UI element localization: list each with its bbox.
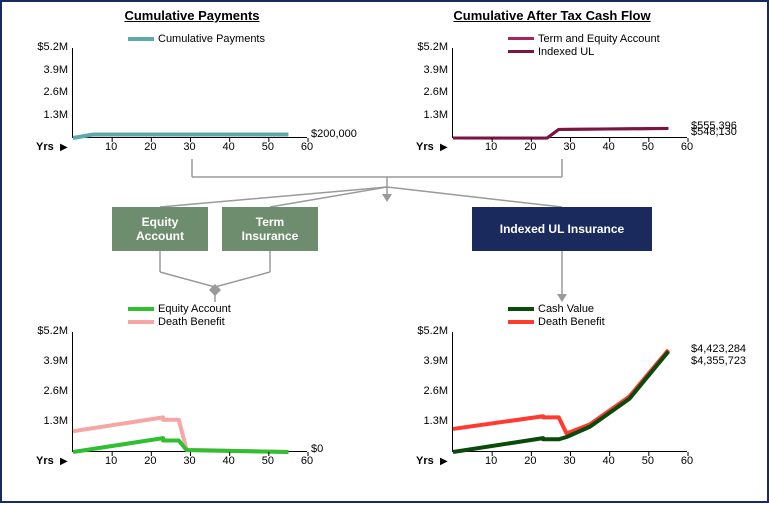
x-tick-label: 20 [520, 455, 540, 467]
legend-label: Death Benefit [538, 316, 605, 328]
legend: Equity Account Death Benefit [128, 302, 231, 328]
legend-label: Cash Value [538, 303, 594, 315]
axis-arrow-icon: ▶ [60, 456, 68, 467]
y-tick-label: 1.3M [24, 415, 68, 427]
y-tick-label: 1.3M [404, 415, 448, 427]
equity-account-box: Equity Account [112, 207, 208, 251]
chart-cashvalue-death: Cash Value Death Benefit Yrs ▶ 1.3M 2.6M 3… [402, 302, 754, 477]
chart-svg [453, 332, 688, 452]
x-tick-label: 40 [599, 455, 619, 467]
x-tick-label: 50 [258, 455, 278, 467]
plot-area [72, 332, 307, 452]
y-tick-label: $5.2M [404, 325, 448, 337]
yrs-label: Yrs [36, 455, 54, 467]
y-tick-label: $5.2M [24, 325, 68, 337]
y-tick-label: 3.9M [24, 355, 68, 367]
legend-item: Cash Value [508, 302, 605, 315]
x-tick-label: 60 [297, 455, 317, 467]
legend-label: Equity Account [158, 303, 231, 315]
chart-equity-death: Equity Account Death Benefit Yrs ▶ 1.3M 2… [22, 302, 362, 477]
x-tick-label: 10 [101, 455, 121, 467]
y-tick-label: 3.9M [404, 355, 448, 367]
axis-arrow-icon: ▶ [440, 456, 448, 467]
legend-swatch [128, 307, 154, 311]
legend-label: Death Benefit [158, 316, 225, 328]
end-value-label: $0 [311, 443, 323, 455]
legend-swatch [508, 320, 534, 324]
x-tick-label: 20 [140, 455, 160, 467]
y-tick-label: 2.6M [404, 385, 448, 397]
term-insurance-box: Term Insurance [222, 207, 318, 251]
legend-item: Death Benefit [508, 315, 605, 328]
legend-item: Equity Account [128, 302, 231, 315]
indexed-ul-box: Indexed UL Insurance [472, 207, 652, 251]
end-value-label: $4,355,723 [691, 355, 746, 367]
x-tick-label: 40 [219, 455, 239, 467]
legend-swatch [128, 320, 154, 324]
x-tick-label: 30 [180, 455, 200, 467]
legend: Cash Value Death Benefit [508, 302, 605, 328]
x-tick-label: 60 [677, 455, 697, 467]
legend-swatch [508, 307, 534, 311]
y-tick-label: 2.6M [24, 385, 68, 397]
x-tick-label: 10 [481, 455, 501, 467]
end-value-label: $4,423,284 [691, 343, 746, 355]
yrs-label: Yrs [416, 455, 434, 467]
chart-svg [73, 332, 308, 452]
x-tick-label: 50 [638, 455, 658, 467]
x-tick-label: 30 [560, 455, 580, 467]
plot-area [452, 332, 687, 452]
legend-item: Death Benefit [128, 315, 231, 328]
